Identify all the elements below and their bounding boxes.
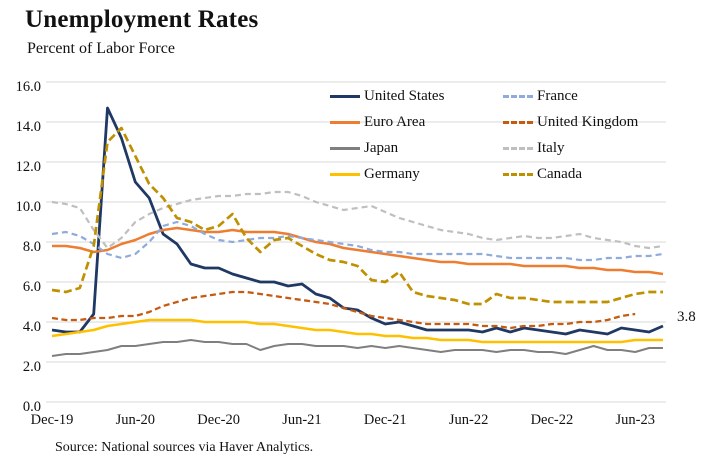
x-tick-label: Jun-23 bbox=[615, 412, 654, 428]
legend-label-italy: Italy bbox=[537, 139, 565, 156]
series-line-united-states bbox=[51, 106, 664, 336]
legend-item-united-states: United States bbox=[330, 88, 503, 105]
x-tick-label: Dec-21 bbox=[364, 412, 407, 428]
x-tick-label: Dec-22 bbox=[531, 412, 574, 428]
legend-swatch-euro-area bbox=[330, 120, 360, 124]
legend-item-germany: Germany bbox=[330, 166, 503, 183]
legend-item-italy: Italy bbox=[503, 140, 638, 157]
y-tick-label: 16.0 bbox=[16, 79, 41, 95]
legend-item-euro-area: Euro Area bbox=[330, 114, 503, 131]
legend-item-canada: Canada bbox=[503, 166, 638, 183]
chart-subtitle: Percent of Labor Force bbox=[27, 40, 175, 57]
legend-label-euro-area: Euro Area bbox=[364, 113, 426, 130]
legend: United States France Euro Area United Kingd… bbox=[330, 83, 638, 187]
legend-swatch-germany bbox=[330, 172, 360, 176]
x-tick-label: Dec-19 bbox=[31, 412, 74, 428]
legend-swatch-italy bbox=[503, 146, 533, 150]
y-tick-label: 8.0 bbox=[23, 239, 41, 255]
y-tick-label: 0.0 bbox=[23, 399, 41, 415]
y-tick-label: 4.0 bbox=[23, 319, 41, 335]
series-line-france bbox=[51, 220, 664, 262]
chart-title: Unemployment Rates bbox=[25, 6, 259, 33]
series-line-united-kingdom bbox=[51, 290, 636, 330]
series-line-canada bbox=[51, 126, 663, 306]
legend-item-japan: Japan bbox=[330, 140, 503, 157]
x-tick-label: Jun-22 bbox=[449, 412, 488, 428]
y-tick-label: 2.0 bbox=[23, 359, 41, 375]
series-line-euro-area bbox=[52, 226, 664, 276]
legend-swatch-japan bbox=[330, 146, 360, 150]
legend-label-united-states: United States bbox=[364, 87, 445, 104]
legend-label-united-kingdom: United Kingdom bbox=[537, 113, 639, 130]
series-line-italy bbox=[51, 190, 664, 250]
legend-swatch-canada bbox=[503, 172, 533, 176]
y-tick-label: 6.0 bbox=[23, 279, 41, 295]
source-note: Source: National sources via Haver Analy… bbox=[55, 440, 314, 455]
x-tick-label: Dec-20 bbox=[197, 412, 240, 428]
x-tick-label: Jun-20 bbox=[116, 412, 155, 428]
legend-swatch-united-kingdom bbox=[503, 120, 533, 124]
y-tick-label: 14.0 bbox=[16, 119, 41, 135]
legend-swatch-france bbox=[503, 94, 533, 98]
series-line-japan bbox=[51, 339, 663, 357]
legend-swatch-united-states bbox=[330, 94, 360, 98]
legend-label-germany: Germany bbox=[364, 165, 420, 182]
legend-item-united-kingdom: United Kingdom bbox=[503, 114, 638, 131]
legend-label-japan: Japan bbox=[364, 139, 399, 156]
last-value-annotation: 3.8 bbox=[677, 309, 696, 325]
legend-item-france: France bbox=[503, 88, 638, 105]
x-tick-label: Jun-21 bbox=[282, 412, 321, 428]
series-line-germany bbox=[51, 318, 663, 344]
legend-label-france: France bbox=[537, 87, 578, 104]
legend-label-canada: Canada bbox=[537, 165, 582, 182]
y-tick-label: 10.0 bbox=[16, 199, 41, 215]
y-tick-label: 12.0 bbox=[16, 159, 41, 175]
